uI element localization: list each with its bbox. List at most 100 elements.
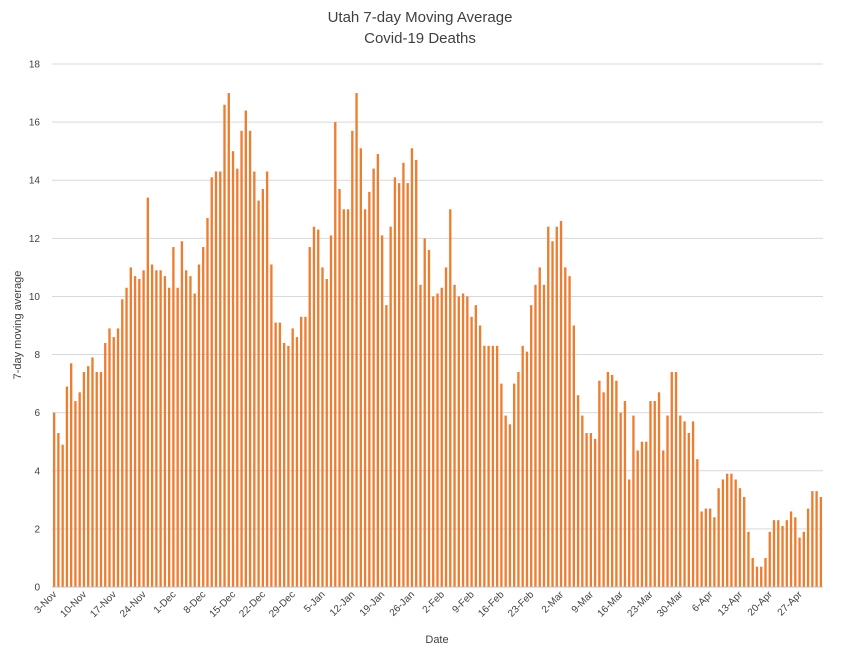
y-axis-label: 7-day moving average — [12, 271, 24, 380]
bar — [87, 366, 90, 587]
bar — [513, 383, 516, 587]
bar — [95, 371, 98, 587]
bar — [598, 380, 601, 587]
bar — [623, 401, 627, 587]
bar — [159, 270, 162, 587]
bar — [768, 531, 771, 587]
x-tick-label: 30-Mar — [655, 589, 686, 620]
bar — [346, 209, 350, 587]
bar — [351, 130, 354, 587]
y-tick-labels: 0 2 4 6 8 10 12 14 16 18 — [29, 60, 41, 594]
bar — [180, 241, 184, 588]
bar — [278, 322, 282, 587]
bar — [138, 279, 141, 587]
x-tick-label: 27-Apr — [776, 589, 805, 618]
bar — [312, 226, 316, 587]
bar — [798, 537, 801, 587]
x-tick-label: 22-Dec — [237, 589, 268, 620]
x-tick-label: 19-Jan — [358, 589, 387, 618]
x-tick-label: 6-Apr — [690, 589, 716, 615]
bar — [700, 511, 703, 587]
bar — [517, 371, 520, 587]
bar — [227, 93, 230, 587]
bar — [593, 438, 597, 587]
bar — [457, 296, 460, 587]
bar — [163, 276, 167, 587]
bar — [423, 238, 426, 587]
bar — [236, 168, 239, 587]
bar — [542, 284, 546, 587]
bar — [274, 322, 277, 587]
bar — [202, 247, 205, 588]
bar — [811, 491, 814, 587]
bar — [189, 276, 192, 587]
bar — [99, 371, 103, 587]
bar — [223, 104, 226, 588]
bar — [359, 148, 362, 587]
bar — [150, 264, 154, 587]
y-tick-label: 8 — [34, 350, 40, 361]
bar — [653, 401, 656, 587]
bar — [355, 93, 358, 587]
bar — [636, 450, 639, 587]
bar — [214, 171, 218, 587]
bar — [747, 531, 750, 587]
bar — [112, 337, 115, 587]
bar — [142, 270, 145, 587]
bar — [606, 371, 610, 587]
bar — [372, 168, 375, 587]
bar — [628, 479, 631, 587]
bar — [338, 188, 341, 587]
bar — [819, 496, 823, 587]
bar — [308, 247, 311, 588]
bar — [815, 491, 818, 587]
bar — [270, 264, 273, 587]
bar — [743, 496, 746, 587]
bar — [453, 284, 456, 587]
bar — [70, 363, 73, 587]
bar — [610, 374, 614, 587]
bar — [389, 226, 392, 587]
bar — [806, 508, 810, 587]
bar — [632, 415, 635, 587]
bar — [104, 342, 107, 587]
bar — [708, 508, 712, 587]
bar — [760, 566, 763, 587]
bar — [696, 459, 699, 587]
chart-subtitle: Covid-19 Deaths — [364, 30, 476, 47]
bar — [342, 209, 345, 587]
bar — [794, 517, 797, 587]
bar — [291, 328, 294, 587]
x-tick-label: 1-Dec — [152, 589, 179, 616]
bar — [261, 188, 265, 587]
bar — [52, 412, 56, 587]
x-tick-label: 26-Jan — [388, 589, 417, 618]
bar — [393, 177, 397, 587]
bar — [257, 200, 260, 587]
bar — [670, 371, 673, 587]
y-tick-label: 10 — [29, 292, 41, 303]
bar — [57, 433, 60, 587]
bar — [551, 241, 554, 588]
bar — [172, 247, 175, 588]
bar — [282, 342, 286, 587]
bar — [589, 433, 593, 587]
x-axis-label: Date — [425, 634, 448, 646]
bar — [78, 392, 81, 587]
x-tick-label: 10-Nov — [58, 589, 89, 620]
bar — [329, 235, 333, 587]
bar — [402, 162, 405, 588]
bar — [717, 488, 720, 587]
bar — [185, 270, 188, 587]
bar — [547, 226, 550, 587]
bar — [287, 345, 290, 587]
bar — [734, 479, 737, 587]
bar — [133, 276, 137, 587]
bar — [265, 171, 269, 587]
bar — [253, 171, 256, 587]
x-tick-label: 9-Mar — [570, 589, 597, 616]
bar — [440, 287, 443, 587]
bar — [61, 444, 64, 587]
bar — [530, 305, 533, 587]
bar — [508, 424, 512, 587]
